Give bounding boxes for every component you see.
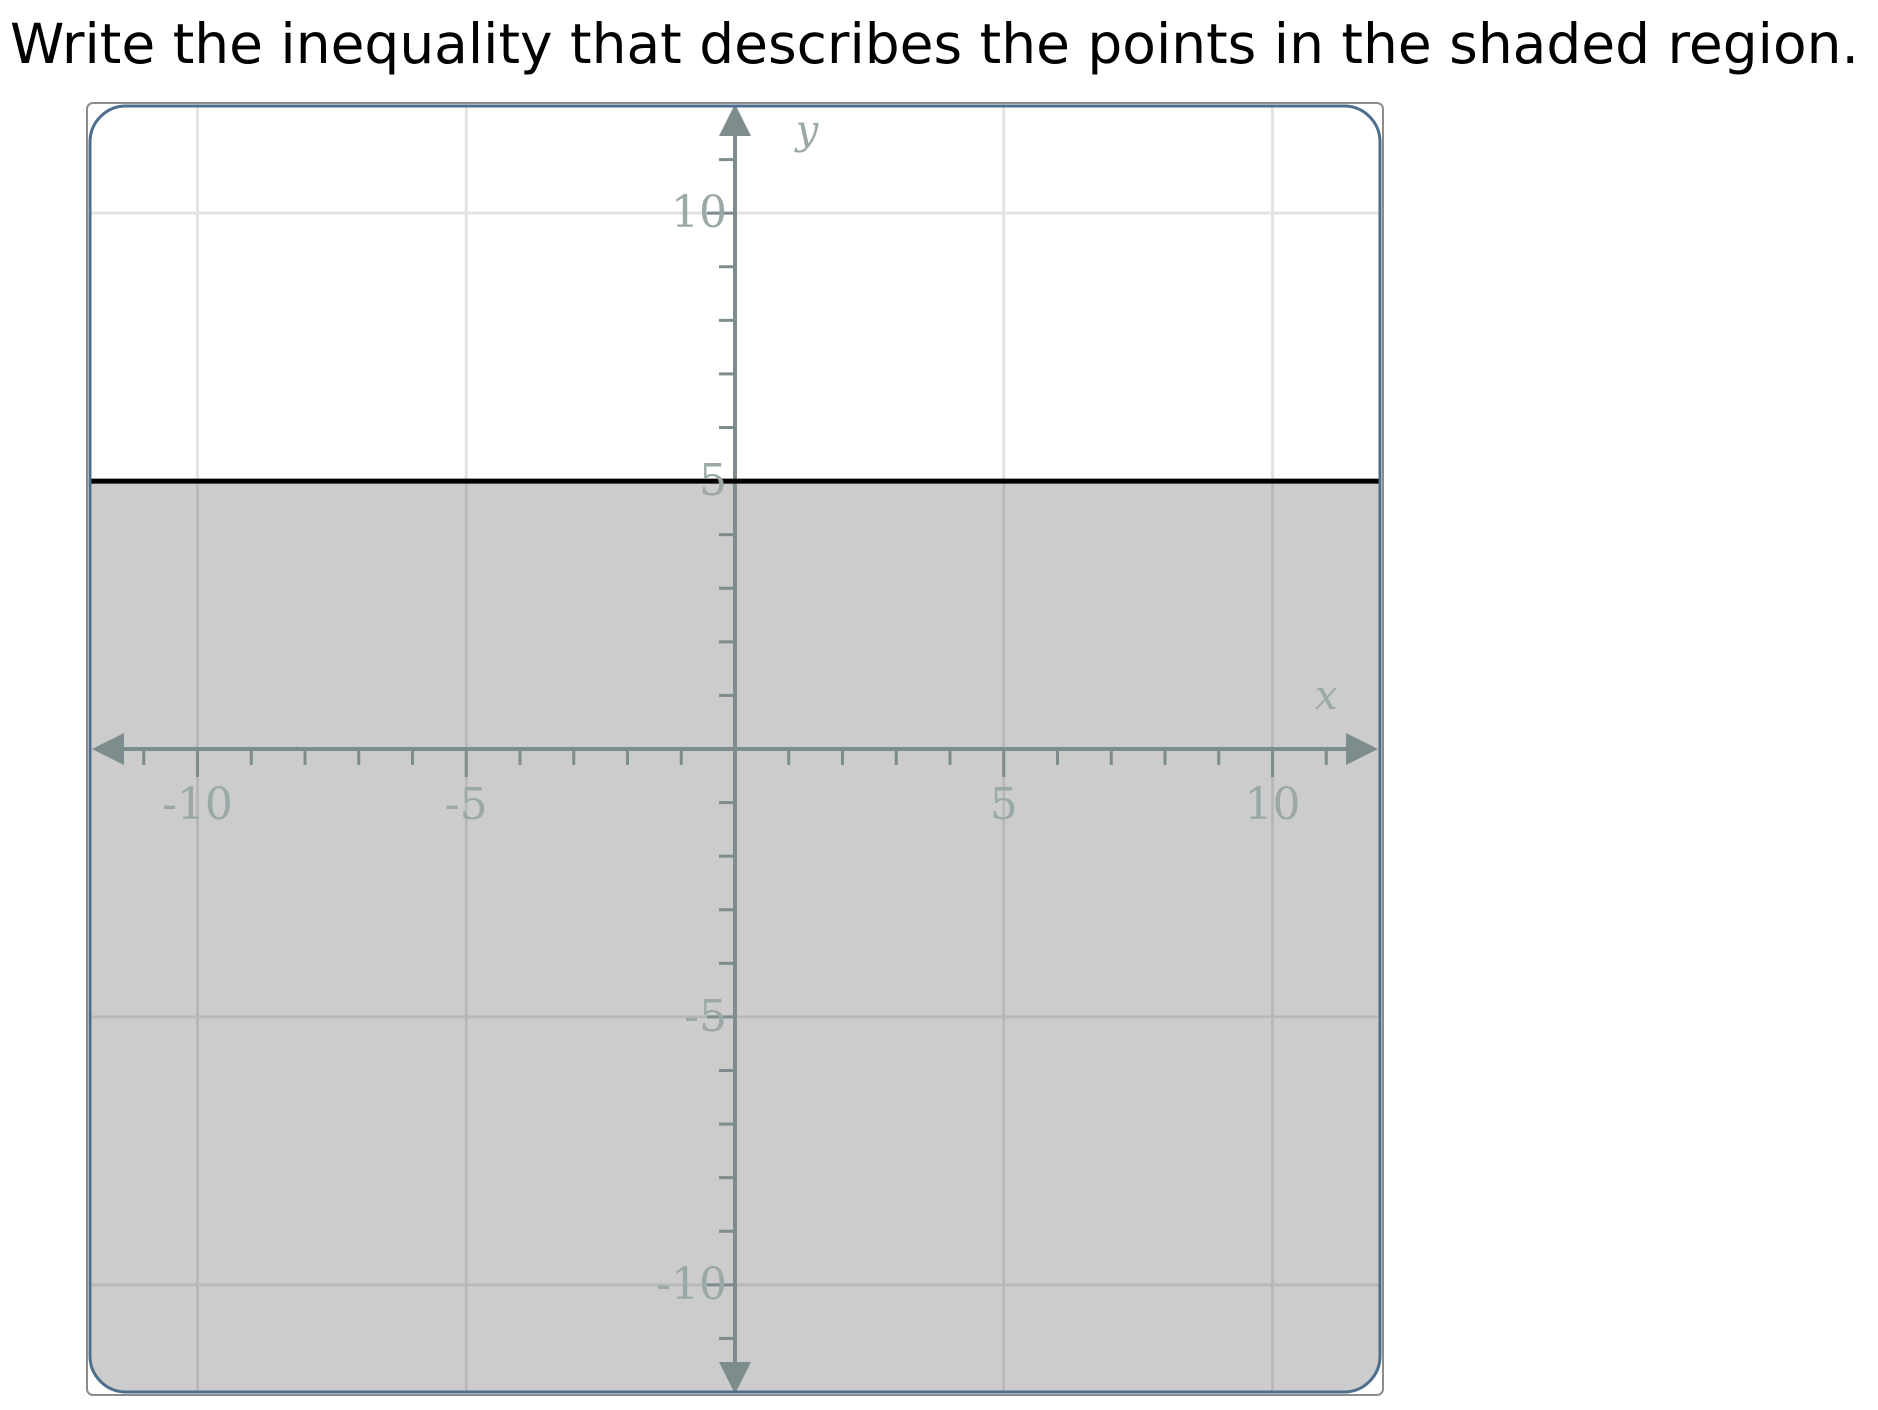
minor-ticks	[142, 158, 1328, 1340]
x-tick-labels: -10 -5 5 10	[162, 779, 1300, 830]
x-tick-label: -5	[445, 779, 488, 830]
y-axis-arrow-down-icon	[719, 1362, 751, 1392]
y-tick-label: -10	[656, 1259, 727, 1310]
y-tick-label: -5	[684, 991, 727, 1042]
x-axis-label: x	[1315, 673, 1338, 719]
graph-outer-border	[86, 102, 1384, 1396]
graph-frame	[88, 104, 1382, 1394]
y-tick-labels: -10 -5 5 10	[656, 187, 727, 1310]
y-axis-arrow-up-icon	[719, 106, 751, 136]
coordinate-plane[interactable]: -10 -5 5 10 -10 -5 5 10 x y	[86, 102, 1384, 1396]
y-tick-label: 10	[671, 187, 727, 238]
y-axis-label: y	[794, 108, 820, 154]
y-tick-label: 5	[699, 455, 727, 506]
question-text: Write the inequality that describes the …	[10, 12, 1859, 76]
x-tick-label: 10	[1245, 779, 1301, 830]
x-tick-label: 5	[990, 779, 1018, 830]
x-tick-label: -10	[162, 779, 233, 830]
x-axis-arrow-right-icon	[1346, 733, 1378, 765]
x-axis-arrow-left-icon	[92, 733, 124, 765]
graph-container: -10 -5 5 10 -10 -5 5 10 x y	[86, 102, 1384, 1396]
